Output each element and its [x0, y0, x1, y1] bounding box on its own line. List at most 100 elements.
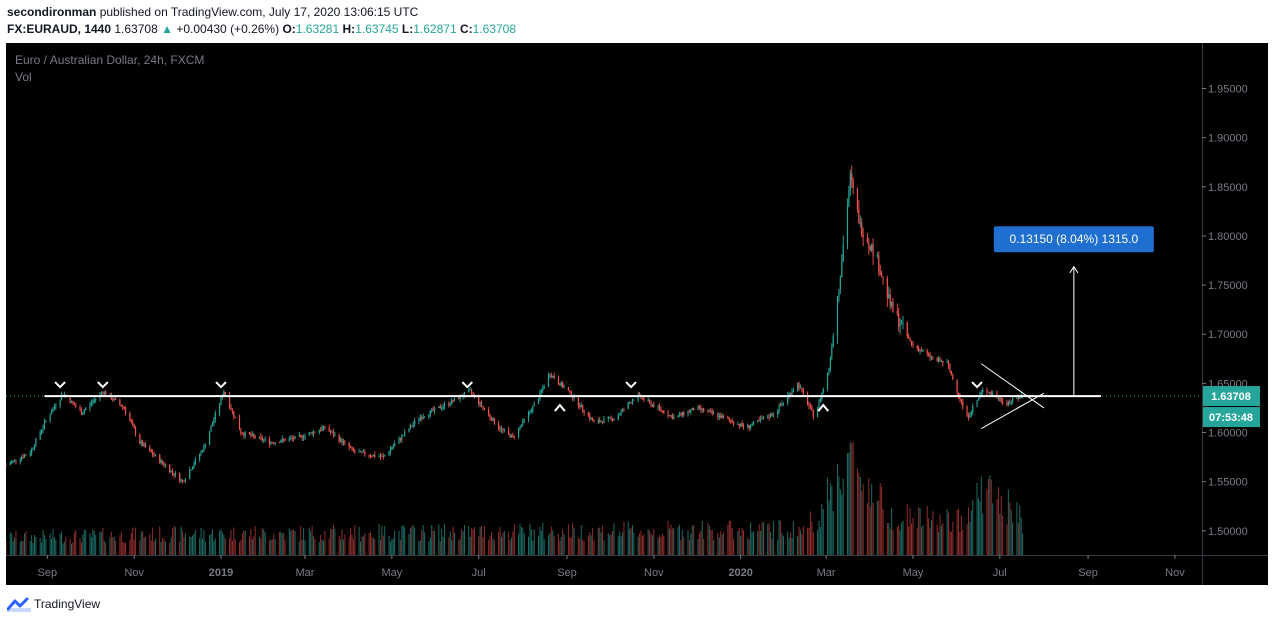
volume-bar: [72, 542, 74, 555]
candle-body: [949, 366, 951, 372]
candle-body: [354, 450, 356, 453]
volume-bar: [751, 532, 753, 555]
candle-body: [829, 357, 831, 370]
candle-body: [322, 426, 325, 429]
time-tick-label: Sep: [557, 567, 577, 579]
price-chart[interactable]: 1.95000 1.90000 1.85000 1.80000 1.75000 1.700…: [5, 43, 1268, 585]
candle-body: [670, 414, 672, 416]
volume-bar: [912, 518, 914, 555]
candle-body: [362, 451, 364, 453]
candle-body: [792, 390, 794, 392]
volume-bar: [640, 530, 642, 555]
candle-body: [113, 398, 115, 400]
candle-body: [241, 433, 243, 435]
tradingview-logo-icon[interactable]: [7, 596, 31, 612]
volume-bar: [697, 539, 699, 555]
candle-body: [690, 409, 692, 412]
volume-bar: [958, 508, 960, 555]
candle-body: [263, 439, 265, 441]
candle-body: [314, 431, 316, 433]
volume-bar: [73, 532, 75, 555]
high-label: H:: [342, 22, 356, 36]
volume-bar: [493, 540, 495, 555]
volume-bar: [239, 541, 241, 555]
volume-bar: [90, 537, 92, 555]
volume-bar: [308, 527, 310, 555]
publish-line: secondironman published on TradingView.c…: [7, 5, 418, 19]
candle-body: [778, 405, 780, 411]
candle-body: [886, 278, 888, 298]
candle-body: [281, 438, 283, 442]
volume-bar: [657, 537, 659, 555]
candle-body: [112, 399, 114, 401]
volume-bar: [183, 537, 185, 555]
volume-bar: [75, 529, 77, 555]
tradingview-brand[interactable]: TradingView: [34, 597, 101, 611]
volume-bar: [600, 532, 602, 555]
volume-bar: [442, 536, 444, 555]
volume-bar: [203, 530, 205, 555]
candle-body: [559, 383, 561, 386]
candle-body: [920, 349, 923, 352]
chart-area[interactable]: 1.95000 1.90000 1.85000 1.80000 1.75000 1.700…: [5, 43, 1268, 585]
candle-body: [352, 447, 355, 451]
volume-bar: [523, 533, 525, 555]
candle-body: [579, 405, 581, 408]
volume-bar: [959, 531, 961, 555]
candle-body: [179, 473, 181, 482]
volume-bar: [569, 537, 571, 555]
volume-bar: [948, 512, 950, 555]
volume-bar: [155, 538, 156, 555]
candle-body: [922, 350, 924, 352]
volume-bar: [113, 536, 115, 555]
candle-body: [517, 428, 520, 437]
candle-body: [797, 382, 799, 391]
volume-bar: [846, 452, 848, 555]
candle-body: [368, 454, 370, 456]
candle-body: [274, 442, 276, 444]
candle-body: [731, 420, 733, 423]
volume-bar: [683, 537, 685, 555]
volume-bar: [852, 441, 854, 555]
candle-body: [133, 425, 135, 429]
symbol-line: FX:EURAUD, 1440 1.63708 ▲ +0.00430 (+0.2…: [7, 22, 516, 36]
volume-bar: [41, 542, 43, 555]
candle-body: [213, 419, 215, 424]
candle-body: [999, 398, 1001, 400]
volume-bar: [710, 529, 712, 555]
volume-bar: [817, 530, 819, 555]
candle-body: [412, 424, 414, 427]
volume-bar: [812, 532, 814, 555]
candle-body: [234, 416, 236, 419]
volume-bar: [284, 540, 286, 555]
volume-bar: [560, 537, 562, 555]
measure-label-text: 0.13150 (8.04%) 1315.0: [1009, 232, 1138, 246]
candle-body: [868, 242, 870, 246]
volume-bar: [200, 527, 202, 555]
author-name[interactable]: secondironman: [7, 5, 97, 19]
candle-body: [60, 394, 63, 400]
candle-body: [278, 442, 280, 444]
candle-body: [181, 479, 184, 482]
candle-body: [772, 414, 775, 416]
candle-body: [730, 419, 732, 421]
candle-body: [191, 467, 194, 470]
symbol-name[interactable]: FX:EURAUD, 1440: [7, 22, 112, 36]
candle-body: [891, 301, 893, 306]
candle-body: [283, 438, 285, 440]
candle-body: [32, 448, 34, 449]
candle-body: [92, 401, 94, 403]
candle-body: [522, 420, 524, 425]
candle-body: [1006, 402, 1008, 405]
volume-bar: [352, 538, 354, 555]
volume-bar: [230, 530, 232, 555]
volume-bar: [921, 527, 923, 555]
candle-body: [221, 396, 224, 398]
volume-bar: [538, 536, 540, 555]
candle-body: [550, 375, 552, 378]
volume-bar: [253, 536, 255, 555]
candle-body: [500, 428, 503, 430]
candle-body: [260, 436, 262, 438]
volume-bar: [371, 537, 373, 555]
candle-body: [630, 402, 632, 404]
